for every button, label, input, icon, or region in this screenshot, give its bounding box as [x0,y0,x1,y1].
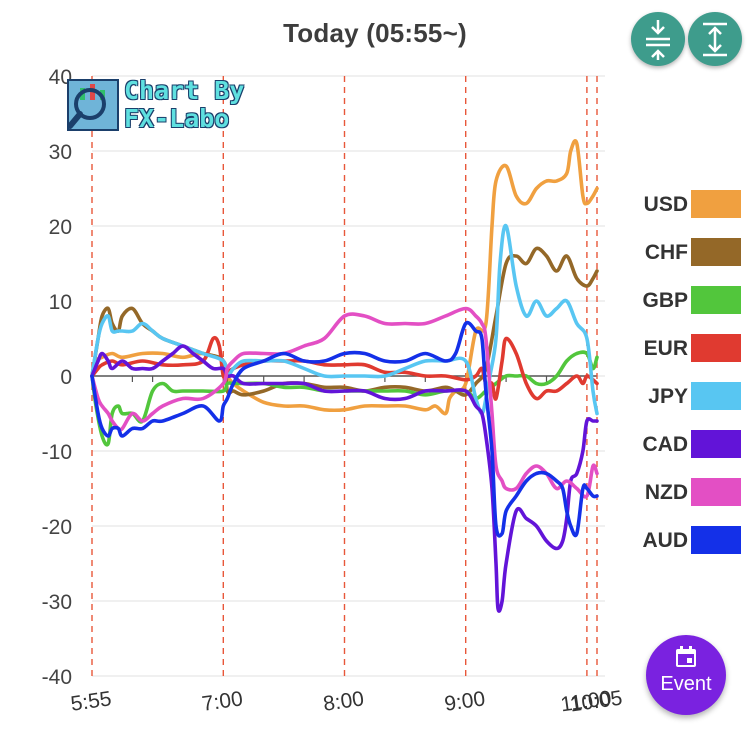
y-tick-label: 0 [60,366,72,389]
legend-swatch [691,190,741,218]
legend-swatch [691,478,741,506]
legend-item-chf[interactable]: CHF [570,238,750,268]
legend-label: AUD [642,529,689,552]
legend-label: NZD [644,481,688,504]
calendar-icon [676,646,696,667]
y-tick-label: -10 [42,441,72,464]
legend-swatch [691,430,741,458]
legend-item-jpy[interactable]: JPY [570,382,750,412]
x-tick-label: 7:00 [201,687,245,715]
legend-item-usd[interactable]: USD [570,190,750,220]
legend-label: EUR [643,337,688,360]
y-tick-label: 30 [49,141,72,164]
legend-swatch [691,238,741,266]
y-tick-label: 20 [49,216,72,239]
expand-button[interactable] [688,12,742,66]
legend-swatch [691,286,741,314]
legend-item-gbp[interactable]: GBP [570,286,750,316]
legend-label: CAD [642,433,689,456]
y-tick-label: 10 [49,291,72,314]
series-line-chf [90,246,599,397]
legend-item-cad[interactable]: CAD [570,430,750,460]
y-tick-label: -40 [42,666,72,689]
collapse-button[interactable] [631,12,685,66]
legend-swatch [691,382,741,410]
watermark-logo: Chart By FX-Labo [66,76,266,134]
y-tick-label: 40 [49,66,72,89]
x-tick-label: 5:55 [69,687,113,715]
expand-vertical-icon [703,22,727,57]
legend-label: GBP [642,289,688,312]
legend-swatch [691,526,741,554]
legend-item-aud[interactable]: AUD [570,526,750,556]
x-tick-label: 9:00 [443,687,487,715]
compress-vertical-icon [646,20,670,60]
magnifier-chart-icon [67,79,119,131]
watermark-line1: Chart By [124,76,245,105]
legend-label: USD [643,193,688,216]
watermark-line2: FX-Labo [124,104,230,133]
legend-label: JPY [648,385,688,408]
legend-item-eur[interactable]: EUR [570,334,750,364]
event-button[interactable]: Event [646,635,726,715]
y-tick-label: -20 [42,516,72,539]
event-label: Event [660,673,712,695]
series-line-nzd [90,306,599,499]
series-line-usd [90,139,599,416]
legend-item-nzd[interactable]: NZD [570,478,750,508]
series-line-cad [90,344,599,613]
chart-title: Today (05:55~) [283,18,467,48]
x-tick-label: 8:00 [322,687,366,715]
legend-swatch [691,334,741,362]
series-line-jpy [90,223,599,416]
legend-label: CHF [644,241,688,264]
y-tick-label: -30 [42,591,72,614]
series-line-aud [90,320,599,538]
